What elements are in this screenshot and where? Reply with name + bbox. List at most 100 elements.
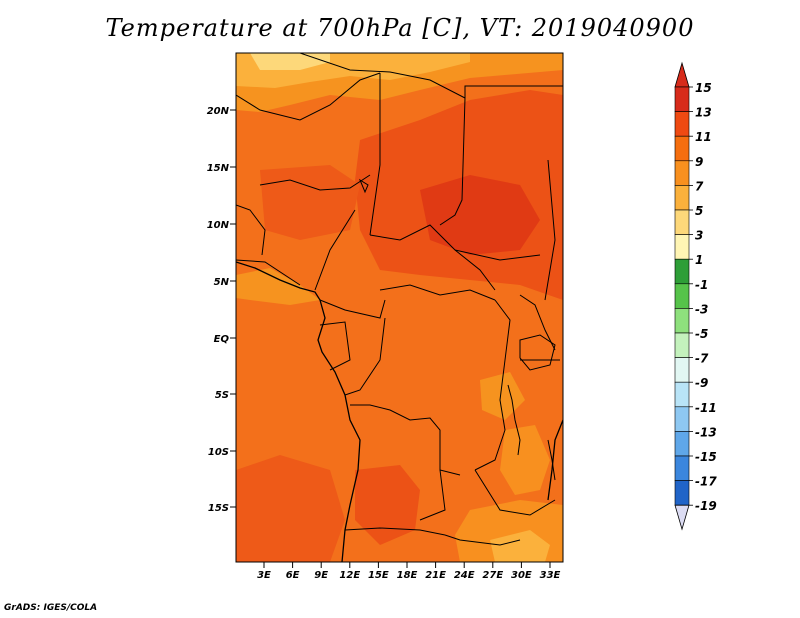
coast-gulf-of-guinea xyxy=(236,261,361,562)
colorbar-segment xyxy=(674,455,690,481)
lat-tick-label: 5S xyxy=(215,390,229,401)
colorbar-label: 1 xyxy=(695,253,703,267)
map-frame xyxy=(235,52,564,563)
lon-tick-label: 33E xyxy=(540,570,561,581)
border-drc-angola xyxy=(350,404,461,476)
colorbar-segment xyxy=(674,258,690,285)
colorbar-label: 15 xyxy=(695,81,712,95)
lat-tick-label: 15S xyxy=(208,503,229,514)
colorbar-bottom-arrow xyxy=(674,504,690,531)
colorbar-label: -13 xyxy=(695,425,717,439)
map-title: Temperature at 700hPa [C], VT: 201904090… xyxy=(105,14,695,42)
temperature-map: 20N 15N 10N 5N EQ 5S 10S 15S 3E 6E 9E 12E 15E 18E 21E… xyxy=(207,52,717,581)
lon-tick-label: 12E xyxy=(339,570,360,581)
lon-tick-label: 9E xyxy=(314,570,328,581)
lon-tick-label: 27E xyxy=(482,570,503,581)
colorbar-segment xyxy=(674,234,690,260)
lon-tick-label: 21E xyxy=(425,570,446,581)
country-borders xyxy=(236,53,563,562)
colorbar-segment xyxy=(674,283,690,309)
lat-tick-label: 15N xyxy=(207,163,230,174)
field-north-pale-patch xyxy=(250,53,330,70)
colorbar-label: 11 xyxy=(695,130,712,144)
field-gulf-cool xyxy=(236,268,320,305)
lake-victoria xyxy=(519,334,556,371)
border-nigeria-cameroon xyxy=(314,209,356,291)
colorbar-label: 7 xyxy=(695,179,704,193)
colorbar-label: 13 xyxy=(695,106,712,120)
latitude-ticks: 20N 15N 10N 5N EQ 5S 10S 15S xyxy=(207,106,236,514)
colorbar-segment xyxy=(674,357,690,383)
lon-tick-label: 30E xyxy=(511,570,532,581)
field-hot-core xyxy=(420,175,540,255)
border-uganda-kenya xyxy=(519,294,556,351)
border-gabon xyxy=(319,321,351,371)
lake-malawi xyxy=(547,439,556,481)
lat-tick-label: 10S xyxy=(208,447,229,458)
colorbar-segment xyxy=(674,308,690,334)
border-algeria-niger xyxy=(236,72,381,121)
colorbar-segment xyxy=(674,406,690,432)
border-chad-sudan xyxy=(369,73,381,236)
colorbar-segment xyxy=(674,431,690,457)
border-congo-drc xyxy=(344,317,386,396)
border-drc-east xyxy=(474,299,511,471)
field-west-warm xyxy=(260,165,360,240)
border-ethiopia xyxy=(544,159,556,301)
colorbar: 15 13 11 9 7 5 3 1 -1 -3 -5 -7 -9 -11 -13 -15 -17 -19 xyxy=(674,61,717,531)
lon-tick-label: 15E xyxy=(368,570,389,581)
field-south-central-warm xyxy=(355,465,420,545)
colorbar-segment xyxy=(674,185,690,211)
colorbar-label: -3 xyxy=(695,302,708,316)
colorbar-segment xyxy=(674,332,690,358)
border-west-africa xyxy=(236,204,266,256)
lon-tick-label: 18E xyxy=(397,570,418,581)
colorbar-label: 9 xyxy=(695,155,703,169)
border-libya-chad xyxy=(299,53,466,99)
field-southeast-coolest xyxy=(490,530,550,562)
lat-tick-label: 20N xyxy=(207,106,230,117)
border-car xyxy=(369,224,496,291)
colorbar-segment xyxy=(674,480,690,506)
grads-credit: GrADS: IGES/COLA xyxy=(4,603,98,613)
border-car-drc xyxy=(379,284,496,301)
lat-tick-label: 10N xyxy=(207,220,230,231)
colorbar-segment xyxy=(674,135,690,162)
colorbar-label: 3 xyxy=(695,229,703,243)
lat-tick-label: 5N xyxy=(214,277,230,288)
colorbar-top-arrow xyxy=(674,61,690,88)
colorbar-segment xyxy=(674,381,690,408)
lake-tanganyika xyxy=(507,384,521,456)
colorbar-label: -15 xyxy=(695,450,717,464)
border-namibia-botswana xyxy=(444,534,521,546)
border-zambia-zimbabwe xyxy=(474,469,556,516)
border-angola-zambia xyxy=(419,469,446,521)
border-niger-nigeria xyxy=(259,174,371,191)
field-south-warm xyxy=(236,455,345,562)
colorbar-label: -17 xyxy=(695,475,717,489)
colorbar-label: -1 xyxy=(695,278,708,292)
colorbar-segment xyxy=(674,209,690,235)
colorbar-label: -7 xyxy=(695,352,709,366)
lon-tick-label: 24E xyxy=(454,570,475,581)
lake-chad xyxy=(358,178,369,194)
border-egypt-sudan xyxy=(464,85,563,98)
colorbar-label: -19 xyxy=(695,499,717,513)
border-angola-namibia xyxy=(344,527,446,536)
colorbar-label: -11 xyxy=(695,401,717,415)
field-lake-region-cool xyxy=(500,425,550,495)
colorbar-label: 5 xyxy=(695,204,703,218)
coast-east-africa xyxy=(547,419,563,501)
lat-tick-label: EQ xyxy=(214,334,230,345)
temperature-field xyxy=(236,53,563,562)
border-south-sudan xyxy=(454,249,541,261)
border-chad-sudan-east xyxy=(439,97,466,226)
colorbar-label: -5 xyxy=(695,327,708,341)
field-east-cool-patch xyxy=(480,372,525,420)
colorbar-segment xyxy=(674,86,690,112)
lon-tick-label: 6E xyxy=(286,570,300,581)
lon-tick-label: 3E xyxy=(257,570,271,581)
colorbar-segment xyxy=(674,111,690,137)
colorbar-label: -9 xyxy=(695,376,708,390)
border-sahel xyxy=(236,259,301,286)
